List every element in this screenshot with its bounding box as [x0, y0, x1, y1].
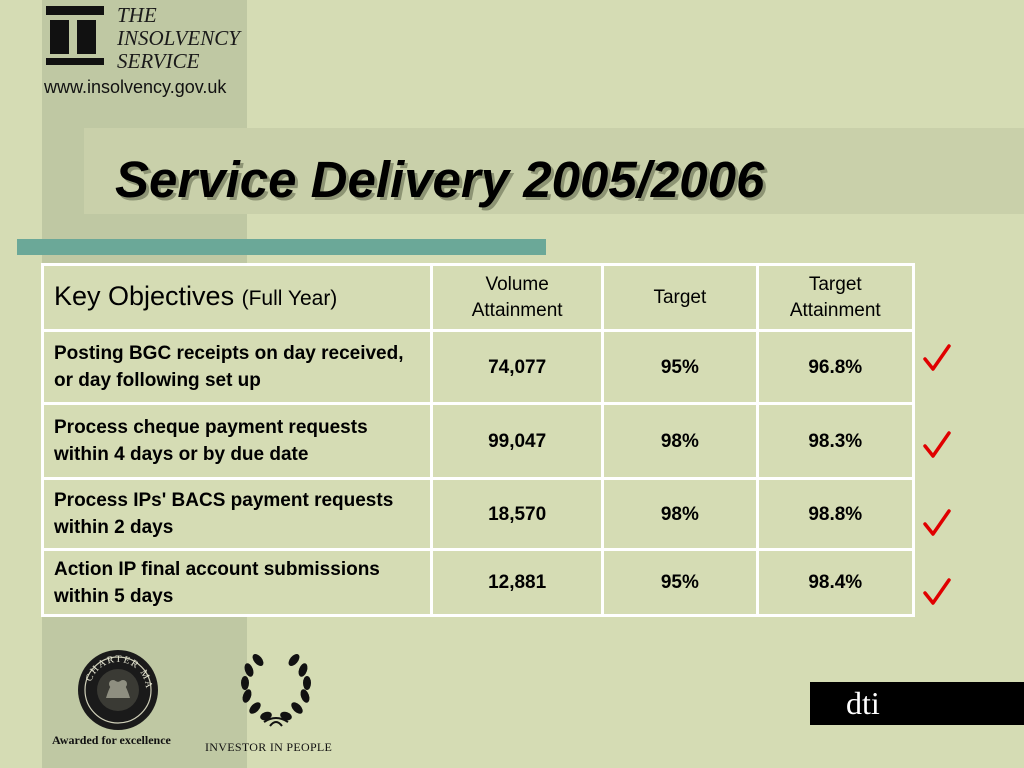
dti-logo: dti — [810, 682, 1024, 725]
table-header-row: Key Objectives (Full Year) Volume Attain… — [40, 263, 916, 332]
logo-line-1: THE — [117, 3, 157, 27]
table-row: Process IPs' BACS payment requests withi… — [40, 477, 916, 551]
row-attainment: 96.8% — [755, 329, 916, 405]
table-row: Process cheque payment requests within 4… — [40, 402, 916, 480]
logo-line-3: SERVICE — [117, 49, 200, 73]
row-volume: 74,077 — [430, 329, 605, 405]
table-row: Action IP final account submissions with… — [40, 548, 916, 617]
row-attainment: 98.8% — [755, 477, 916, 551]
dti-logo-text: dti — [846, 685, 880, 721]
title-band — [84, 128, 1024, 214]
charter-caption: Awarded for excellence — [52, 733, 171, 747]
row-attainment: 98.3% — [755, 402, 916, 480]
row-objective: Process cheque payment requests within 4… — [40, 402, 434, 480]
laurel-wreath-icon — [241, 654, 311, 727]
header-target: Target — [601, 263, 759, 332]
row-target: 98% — [601, 477, 759, 551]
header-objectives-label: Key Objectives — [54, 281, 235, 311]
website-url: www.insolvency.gov.uk — [44, 77, 227, 97]
checkmark-icon — [923, 509, 951, 536]
header-objectives-sub: (Full Year) — [241, 287, 338, 310]
charter-mark-seal-icon: CHARTER MARK — [52, 646, 158, 730]
row-target: 95% — [601, 548, 759, 617]
table-row: Posting BGC receipts on day received, or… — [40, 329, 916, 405]
logo-line-2: INSOLVENCY — [117, 26, 240, 50]
title-underline-rule — [17, 239, 546, 255]
checkmark-icon — [923, 578, 951, 605]
row-attainment: 98.4% — [755, 548, 916, 617]
slide-title: Service Delivery 2005/2006 — [115, 151, 765, 208]
row-volume: 12,881 — [430, 548, 605, 617]
logo-wordmark: THE INSOLVENCY SERVICE — [117, 4, 240, 73]
row-target: 98% — [601, 402, 759, 480]
header-key-objectives: Key Objectives (Full Year) — [40, 263, 434, 332]
row-objective: Process IPs' BACS payment requests withi… — [40, 477, 434, 551]
row-target: 95% — [601, 329, 759, 405]
row-objective: Posting BGC receipts on day received, or… — [40, 329, 434, 405]
objectives-table: Key Objectives (Full Year) Volume Attain… — [40, 263, 916, 617]
header-volume-attainment: Volume Attainment — [430, 263, 605, 332]
row-objective: Action IP final account submissions with… — [40, 548, 434, 617]
checkmark-icon — [923, 431, 951, 458]
insolvency-logo-mark-icon — [46, 6, 104, 65]
insolvency-service-logo: THE INSOLVENCY SERVICE www.insolvency.go… — [44, 4, 249, 104]
row-volume: 18,570 — [430, 477, 605, 551]
checkmark-icon — [923, 344, 951, 371]
header-target-attainment: Target Attainment — [755, 263, 916, 332]
iip-caption: INVESTOR IN PEOPLE — [205, 740, 333, 754]
row-volume: 99,047 — [430, 402, 605, 480]
